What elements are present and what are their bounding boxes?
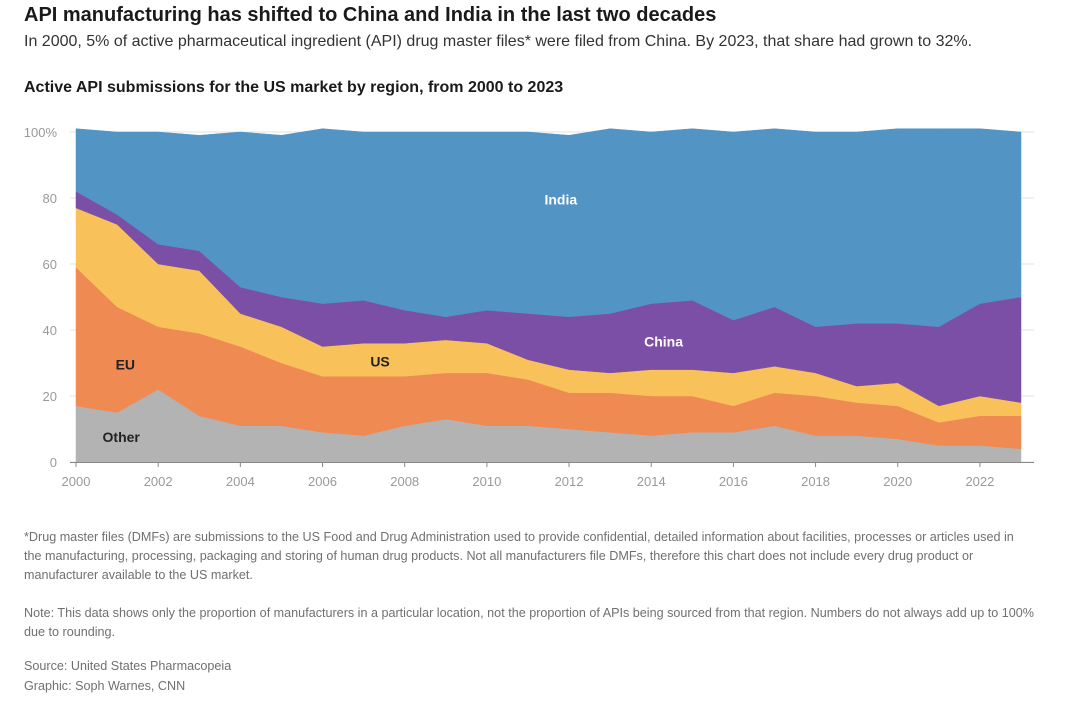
- y-tick-label: 60: [43, 257, 57, 272]
- x-tick-label: 2002: [144, 474, 173, 489]
- x-tick-label: 2020: [883, 474, 912, 489]
- subheadline: In 2000, 5% of active pharmaceutical ing…: [24, 33, 973, 50]
- x-tick-label: 2018: [801, 474, 830, 489]
- y-tick-label: 20: [43, 389, 57, 404]
- series-label-india: India: [544, 192, 577, 208]
- headline: API manufacturing has shifted to China a…: [24, 4, 717, 26]
- y-tick-label: 40: [43, 323, 57, 338]
- x-tick-label: 2014: [637, 474, 666, 489]
- x-tick-label: 2006: [308, 474, 337, 489]
- y-tick-label: 80: [43, 191, 57, 206]
- stacked-area-chart: 0 20 40 60 80 100% 2000 2002 2004 2006 2008 2010 201…: [24, 125, 1034, 489]
- graphic-credit: Graphic: Soph Warnes, CNN: [24, 679, 186, 693]
- x-tick-label: 2008: [390, 474, 419, 489]
- x-tick-label: 2004: [226, 474, 255, 489]
- series-label-china: China: [644, 334, 683, 350]
- series-labels: India China US EU Other: [103, 192, 684, 446]
- footnote-note: Note: This data shows only the proportio…: [24, 606, 1034, 639]
- source-credit: Source: United States Pharmacopeia: [24, 659, 232, 673]
- series-label-eu: EU: [116, 357, 135, 373]
- x-tick-label: 2000: [62, 474, 91, 489]
- x-tick-label: 2016: [719, 474, 748, 489]
- y-tick-label: 100%: [24, 125, 58, 140]
- area-india: [75, 128, 1022, 327]
- chart-areas: [75, 128, 1022, 463]
- x-tick-label: 2010: [472, 474, 501, 489]
- series-label-us: US: [370, 353, 389, 369]
- axes: 0 20 40 60 80 100% 2000 2002 2004 2006 2008 2010 201…: [24, 125, 1034, 489]
- series-label-other: Other: [103, 429, 141, 445]
- y-tick-label: 0: [50, 455, 57, 470]
- chart-title: Active API submissions for the US market…: [24, 79, 564, 96]
- x-tick-label: 2012: [555, 474, 584, 489]
- x-tick-label: 2022: [965, 474, 994, 489]
- footnote-dmf: *Drug master files (DMFs) are submission…: [24, 530, 1014, 582]
